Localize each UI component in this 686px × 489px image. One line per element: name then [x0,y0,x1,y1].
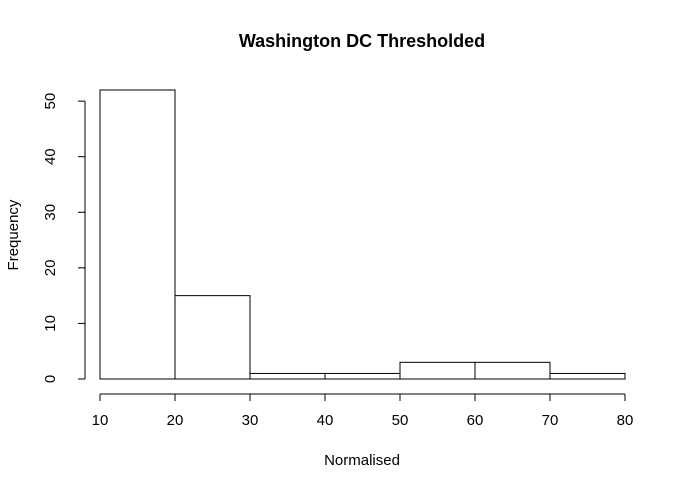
histogram-bar-3 [249,372,326,380]
y-tick-label: 10 [42,315,59,332]
x-axis-label: Normalised [324,452,400,469]
x-tick-label: 10 [92,412,109,429]
y-axis: 0 10 20 30 40 50 [42,93,86,383]
y-tick-label: 0 [42,375,59,383]
y-tick-label: 50 [42,93,59,110]
histogram-bar-4 [324,372,401,380]
histogram-bar-6 [474,361,551,380]
x-tick-label: 60 [467,412,484,429]
histogram-bar-2 [174,295,251,380]
x-tick-label: 30 [242,412,259,429]
histogram-bar-5 [399,361,476,380]
chart-title: Washington DC Thresholded [239,31,485,51]
y-tick-label: 20 [42,260,59,277]
histogram-bars [99,89,626,380]
x-tick-label: 40 [317,412,334,429]
histogram-bar-7 [549,372,626,380]
x-tick-label: 50 [392,412,409,429]
x-tick-label: 70 [542,412,559,429]
y-tick-label: 30 [42,204,59,221]
x-tick-label: 80 [617,412,634,429]
histogram-bar-1 [99,89,176,380]
y-tick-label: 40 [42,148,59,165]
y-axis-label: Frequency [5,199,22,270]
x-tick-label: 20 [167,412,184,429]
x-axis: 10 20 30 40 50 60 70 80 [92,393,634,429]
